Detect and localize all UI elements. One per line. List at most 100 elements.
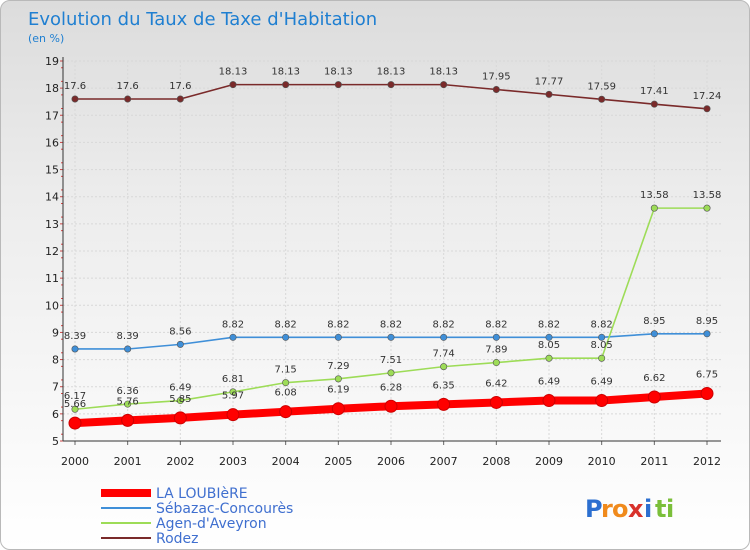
data-label: 8.56 [169,326,191,337]
data-label: 18.13 [324,67,353,78]
x-tick-label: 2003 [219,455,247,468]
data-label: 8.82 [538,319,560,330]
data-label: 6.19 [327,385,349,396]
data-point [650,100,658,108]
y-tick-label: 9 [52,326,59,339]
data-label: 18.13 [377,67,406,78]
series-group [68,81,714,430]
data-labels: 5.66 5.76 5.85 5.97 6.08 6.19 6.28 6.35 6.42 6.49… [64,67,721,410]
x-tick-label: 2001 [114,455,142,468]
data-point [598,95,606,103]
data-label: 7.89 [485,345,507,356]
data-point [229,81,237,89]
data-point [124,345,132,353]
data-label: 8.39 [117,331,139,342]
data-point [440,81,448,89]
logo-letter: t [655,495,666,523]
legend-label: Sébazac-Concourès [156,501,293,517]
data-point [492,333,500,341]
y-tick-label: 12 [45,245,59,258]
y-tick-label: 14 [45,191,59,204]
data-point [437,397,451,411]
data-point [598,354,606,362]
data-label: 17.41 [640,86,669,97]
data-point [68,416,82,430]
y-tick-label: 13 [45,218,59,231]
data-point [124,400,132,408]
data-point [703,330,711,338]
x-tick-label: 2004 [272,455,300,468]
data-point [700,387,714,400]
data-point [334,81,342,89]
data-label: 6.36 [117,386,139,397]
y-tick-label: 8 [52,354,59,367]
data-point [282,81,290,89]
data-point [440,333,448,341]
data-point [334,375,342,383]
data-label: 6.75 [696,370,718,381]
data-label: 6.49 [591,377,613,388]
data-point [492,359,500,367]
y-tick-label: 16 [45,136,59,149]
data-label: 17.6 [117,81,139,92]
logo-letter: o [612,495,629,523]
x-tick-label: 2012 [693,455,721,468]
legend: LA LOUBIèRESébazac-ConcourèsAgen-d'Aveyr… [101,486,293,547]
data-point [176,95,184,103]
data-label: 8.82 [485,319,507,330]
data-point [387,333,395,341]
data-label: 7.74 [433,349,455,360]
data-point [71,405,79,413]
data-point [440,363,448,371]
data-label: 5.66 [64,399,86,410]
data-label: 17.6 [64,81,86,92]
data-label: 8.82 [433,319,455,330]
data-point [387,81,395,89]
data-label: 5.76 [117,396,139,407]
proxiti-logo: Pr o x i t i [585,495,674,523]
data-label: 7.29 [327,361,349,372]
x-tick-label: 2009 [535,455,563,468]
data-point [545,90,553,98]
logo-letter: x [628,495,644,523]
data-label: 8.05 [538,340,560,351]
data-label: 5.97 [222,391,244,402]
y-tick-label: 18 [45,82,59,95]
data-point [703,105,711,113]
grid [63,60,721,442]
y-tick-label: 11 [45,272,59,285]
data-point [176,340,184,348]
data-label: 5.85 [169,394,191,405]
logo-letter: i [666,495,674,523]
data-label: 7.51 [380,355,402,366]
data-point [331,402,345,416]
data-label: 8.95 [643,316,665,327]
x-tick-label: 2000 [61,455,89,468]
data-point [542,394,556,408]
data-label: 17.6 [169,81,191,92]
data-point [279,405,293,419]
data-label: 6.42 [485,378,507,389]
data-label: 8.05 [591,340,613,351]
data-label: 18.13 [429,67,458,78]
y-tick-label: 7 [52,381,59,394]
y-tick-label: 19 [45,55,59,68]
data-label: 7.15 [275,365,297,376]
x-tick-label: 2006 [377,455,405,468]
data-label: 6.08 [275,388,297,399]
data-point [334,333,342,341]
chart-title: Evolution du Taux de Taxe d'Habitation [28,9,377,30]
x-tick-label: 2005 [324,455,352,468]
data-point [121,413,135,427]
y-tick-label: 6 [52,408,59,421]
data-point [124,95,132,103]
data-point [598,333,606,341]
data-point [545,354,553,362]
data-label: 8.39 [64,331,86,342]
data-label: 13.58 [693,190,722,201]
data-label: 18.13 [271,67,300,78]
data-label: 6.81 [222,374,244,385]
data-label: 8.82 [591,319,613,330]
data-point [387,369,395,377]
